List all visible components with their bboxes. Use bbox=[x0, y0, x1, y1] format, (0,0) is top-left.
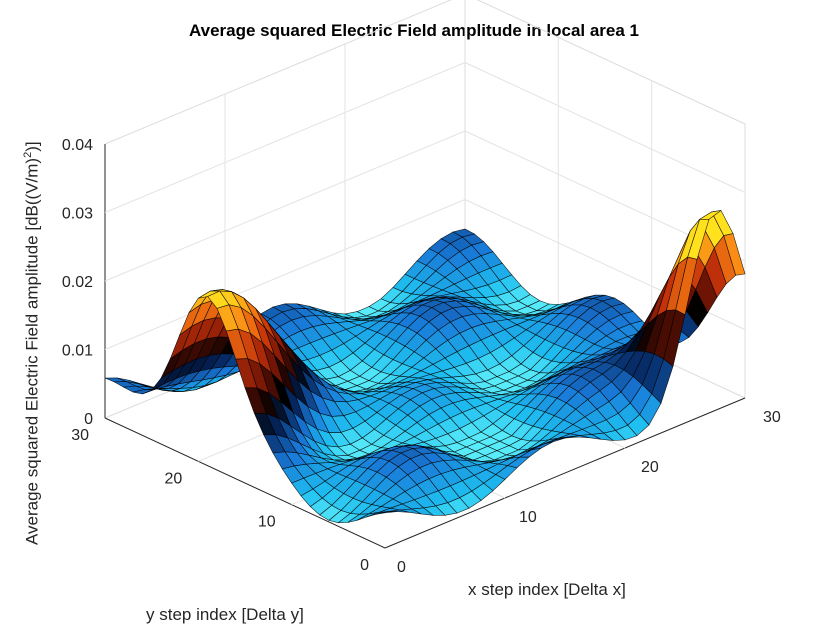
grid-line bbox=[104, 62, 466, 213]
z-axis-label: Average squared Electric Field amplitude… bbox=[22, 25, 43, 545]
z-axis-label-main: Average squared Electric Field amplitude… bbox=[22, 157, 42, 545]
y-tick-label: 0 bbox=[360, 557, 369, 574]
axis-edge bbox=[476, 0, 746, 125]
z-axis-label-end: )] bbox=[22, 141, 42, 152]
axis-edge bbox=[104, 417, 386, 549]
z-tick-label: 0.02 bbox=[62, 274, 93, 291]
y-axis-label: y step index [Delta y] bbox=[146, 605, 304, 624]
y-tick-label: 20 bbox=[165, 470, 183, 487]
surface-facet bbox=[375, 511, 398, 515]
x-tick-label: 30 bbox=[763, 409, 781, 426]
x-axis-label: x step index [Delta x] bbox=[468, 580, 626, 599]
y-tick-label: 30 bbox=[71, 427, 89, 444]
x-tick-label: 20 bbox=[641, 459, 659, 476]
x-tick-label: 0 bbox=[397, 559, 406, 576]
grid-line bbox=[464, 62, 746, 193]
z-tick-label: 0.04 bbox=[62, 137, 93, 154]
axis-edge bbox=[104, 0, 452, 145]
z-tick-label: 0 bbox=[84, 411, 93, 428]
axis-edge bbox=[384, 397, 746, 549]
chart-title: Average squared Electric Field amplitude… bbox=[188, 21, 640, 40]
z-tick-label: 0.03 bbox=[62, 206, 93, 223]
surface-mesh bbox=[104, 210, 746, 524]
x-tick-label: 10 bbox=[519, 509, 537, 526]
z-tick-label: 0.01 bbox=[62, 343, 93, 360]
grid-line bbox=[104, 130, 466, 282]
grid-line bbox=[104, 199, 466, 350]
y-tick-label: 10 bbox=[258, 514, 276, 531]
z-axis-label-superscript: 2 bbox=[22, 151, 34, 158]
